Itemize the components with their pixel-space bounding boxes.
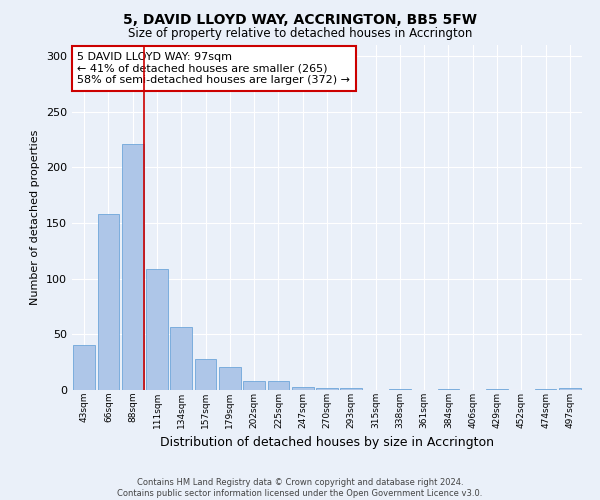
Bar <box>535 389 556 390</box>
Text: 5, DAVID LLOYD WAY, ACCRINGTON, BB5 5FW: 5, DAVID LLOYD WAY, ACCRINGTON, BB5 5FW <box>123 12 477 26</box>
Bar <box>486 389 508 390</box>
Bar <box>316 388 338 390</box>
Bar <box>97 214 119 390</box>
Text: Contains HM Land Registry data © Crown copyright and database right 2024.
Contai: Contains HM Land Registry data © Crown c… <box>118 478 482 498</box>
Bar <box>243 381 265 390</box>
Bar <box>73 346 95 390</box>
Bar <box>219 366 241 390</box>
Text: 5 DAVID LLOYD WAY: 97sqm
← 41% of detached houses are smaller (265)
58% of semi-: 5 DAVID LLOYD WAY: 97sqm ← 41% of detach… <box>77 52 350 85</box>
Bar <box>340 388 362 390</box>
Bar <box>268 381 289 390</box>
Bar <box>292 386 314 390</box>
Bar <box>146 268 168 390</box>
Text: Size of property relative to detached houses in Accrington: Size of property relative to detached ho… <box>128 28 472 40</box>
Bar <box>170 326 192 390</box>
Bar <box>389 389 411 390</box>
Y-axis label: Number of detached properties: Number of detached properties <box>31 130 40 305</box>
Bar <box>194 359 217 390</box>
Bar <box>559 388 581 390</box>
Bar <box>122 144 143 390</box>
X-axis label: Distribution of detached houses by size in Accrington: Distribution of detached houses by size … <box>160 436 494 449</box>
Bar <box>437 389 460 390</box>
